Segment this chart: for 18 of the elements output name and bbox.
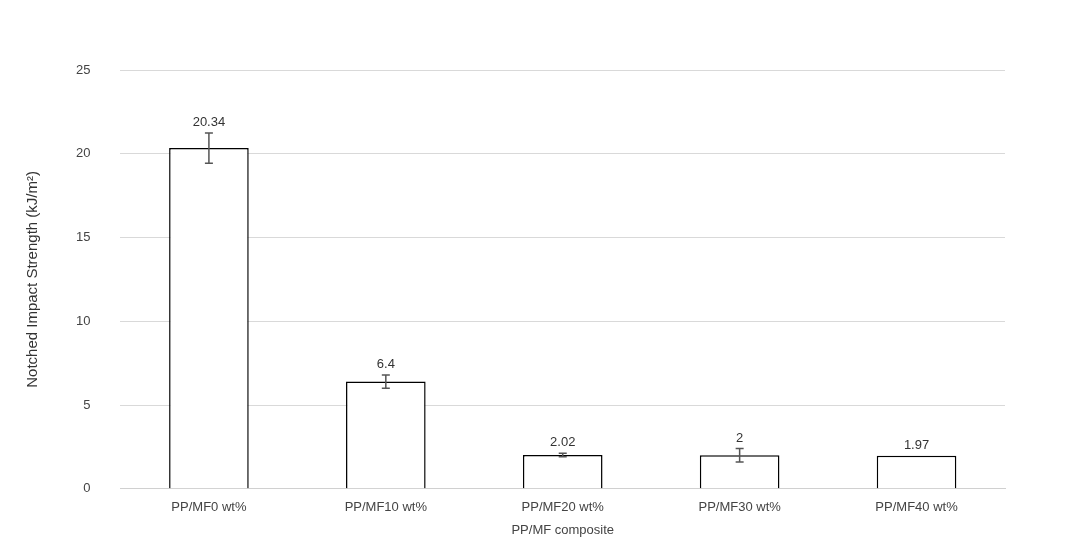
y-tick-label: 15 bbox=[75, 229, 91, 245]
x-tick-label: PP/MF30 wt% bbox=[698, 499, 782, 515]
y-tick-label: 25 bbox=[75, 61, 91, 77]
y-axis-title: Notched Impact Strength (kJ/m²) bbox=[23, 171, 41, 388]
y-tick-label: 0 bbox=[83, 480, 91, 496]
data-label: 1.97 bbox=[903, 436, 930, 452]
data-label: 2.02 bbox=[550, 434, 576, 450]
data-label: 6.4 bbox=[376, 355, 395, 371]
x-tick-label: PP/MF40 wt% bbox=[875, 499, 959, 515]
x-tick-label: PP/MF10 wt% bbox=[344, 499, 428, 515]
y-tick-label: 20 bbox=[75, 145, 91, 161]
y-tick-label: 10 bbox=[75, 312, 91, 328]
x-axis-title: PP/MF composite bbox=[511, 521, 615, 537]
data-label: 2 bbox=[736, 429, 744, 445]
y-tick-label: 5 bbox=[83, 396, 91, 412]
data-label: 20.34 bbox=[192, 114, 226, 130]
x-tick-label: PP/MF20 wt% bbox=[521, 499, 605, 515]
x-tick-label: PP/MF0 wt% bbox=[171, 499, 247, 515]
